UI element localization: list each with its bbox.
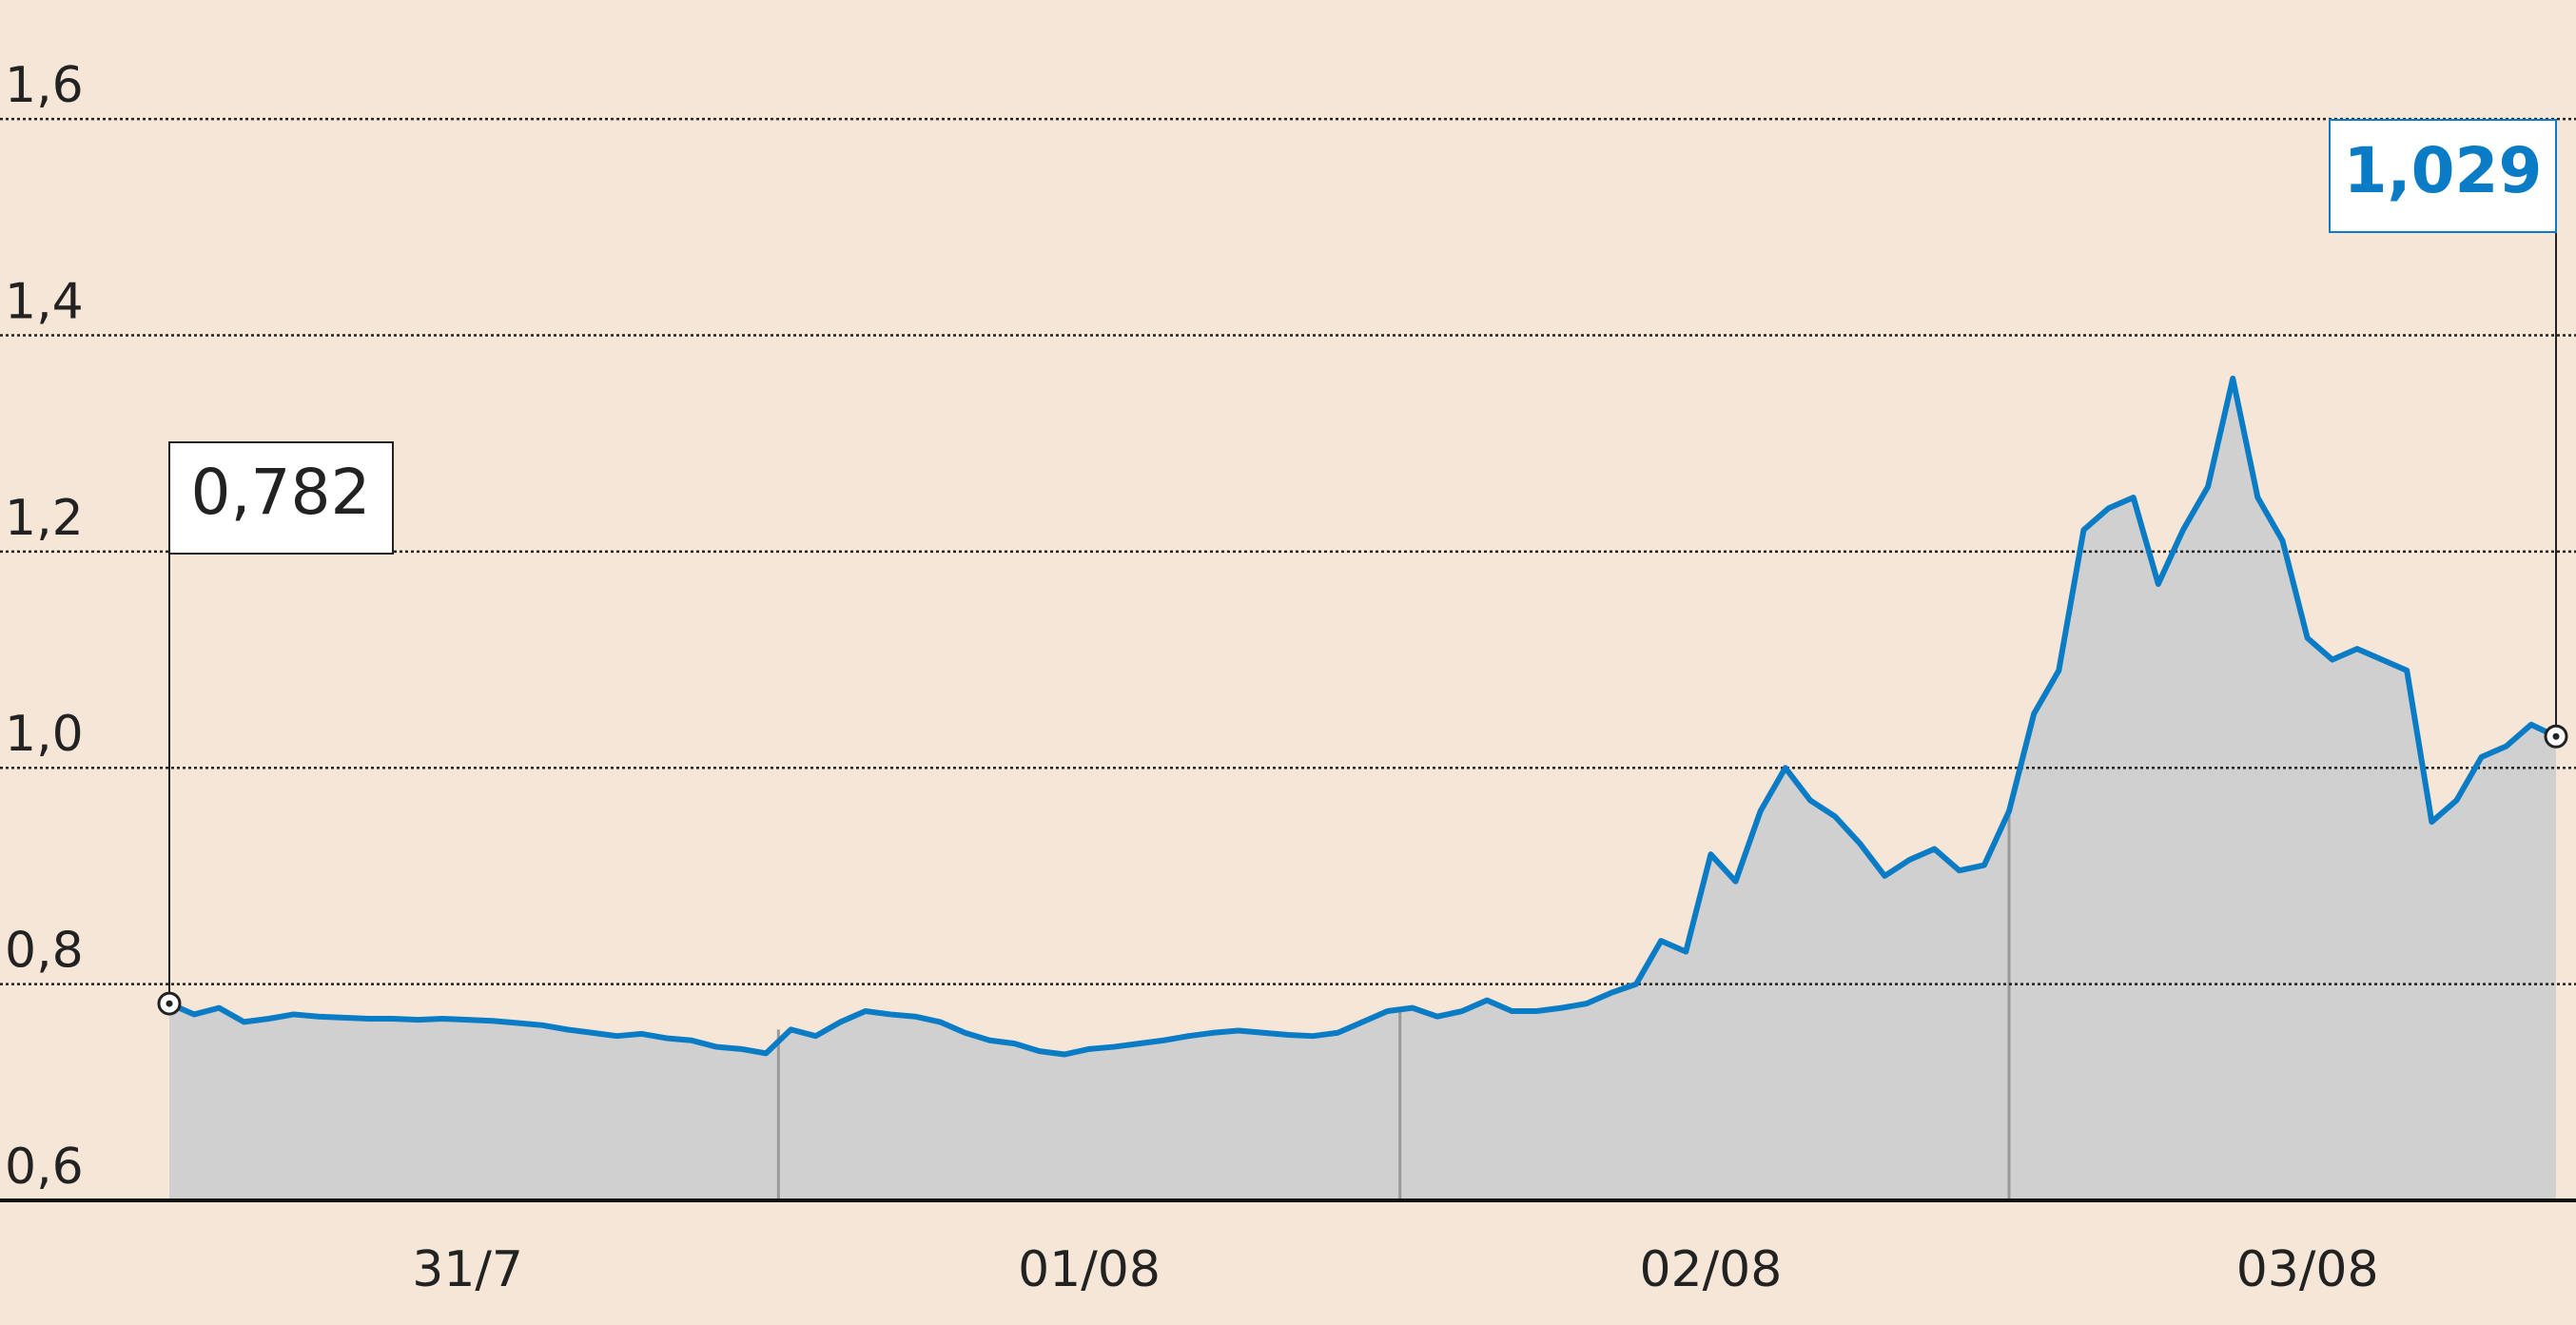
end-label: 1,029	[2344, 134, 2543, 207]
y-tick-label: 1,2	[5, 490, 84, 547]
x-tick-label: 01/08	[1018, 1241, 1161, 1298]
y-tick-label: 0,8	[5, 923, 84, 980]
x-tick-label: 31/7	[412, 1241, 523, 1298]
y-tick-label: 1,0	[5, 706, 84, 763]
line	[167, 375, 2558, 1058]
area	[169, 378, 2556, 1200]
annotation-box	[2329, 119, 2557, 233]
annotation-box	[168, 441, 394, 555]
y-tick-label: 0,6	[5, 1139, 84, 1196]
y-tick-label: 1,4	[5, 273, 84, 330]
start-label: 0,782	[191, 456, 371, 529]
x-tick-label: 02/08	[1639, 1241, 1782, 1298]
x-tick-label: 03/08	[2236, 1241, 2379, 1298]
end-point-dot	[2552, 732, 2560, 740]
end-point-dot	[166, 1000, 173, 1007]
y-tick-label: 1,6	[5, 57, 84, 114]
